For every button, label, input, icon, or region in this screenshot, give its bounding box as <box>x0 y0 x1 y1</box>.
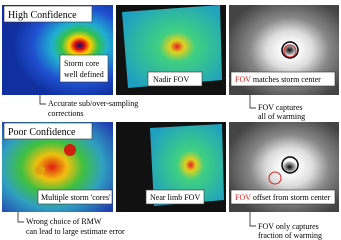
note: all of warming <box>258 112 305 121</box>
note: FOV only captures <box>258 222 319 231</box>
note: Accurate sub/over-sampling <box>48 99 138 108</box>
connector <box>250 95 256 108</box>
highlight: FOV <box>235 75 251 84</box>
highlight: FOV <box>235 193 251 202</box>
connector <box>18 212 24 222</box>
row-title: Poor Confidence <box>8 127 76 138</box>
panel-label: Multiple storm 'cores' <box>41 193 111 202</box>
note: corrections <box>48 109 84 118</box>
note: fraction of warming <box>258 231 322 240</box>
connector <box>250 212 256 226</box>
panel-label: well defined <box>64 70 104 79</box>
label-rest: matches storm center <box>253 75 321 84</box>
figure: High Confidence Storm core well defined … <box>0 0 341 240</box>
label-rest: offset from storm center <box>253 193 331 202</box>
connector <box>40 95 46 104</box>
panel-label: Nadir FOV <box>153 75 189 84</box>
row-title: High Confidence <box>8 10 77 21</box>
note: Wrong choice of RMW <box>26 217 102 226</box>
core <box>35 165 45 175</box>
panel-label: Storm core <box>64 59 100 68</box>
note: can lead to large estimate error <box>26 227 125 236</box>
row-poor: Poor Confidence Multiple storm 'cores' N… <box>2 122 339 240</box>
row-high: High Confidence Storm core well defined … <box>2 5 339 121</box>
panel-label: FOV matches storm center <box>235 75 321 84</box>
panel-label: FOV offset from storm center <box>235 193 331 202</box>
core <box>64 144 76 156</box>
note: FOV captures <box>258 103 303 112</box>
panel-label: Near limb FOV <box>150 193 200 202</box>
